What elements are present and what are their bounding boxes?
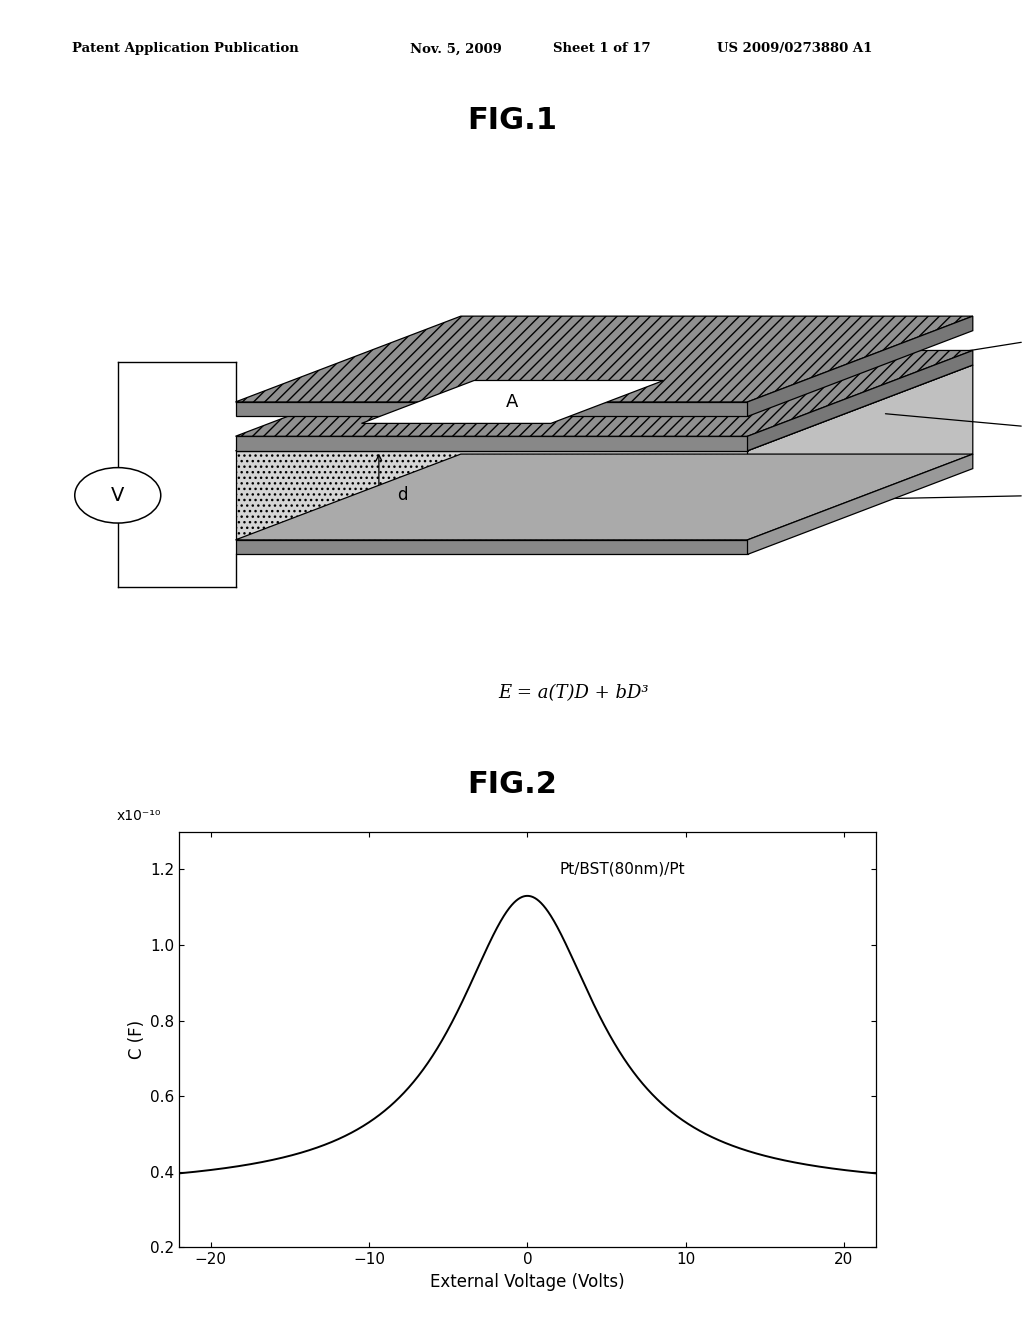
Circle shape xyxy=(75,467,161,523)
Polygon shape xyxy=(236,436,748,451)
Polygon shape xyxy=(236,401,748,417)
Y-axis label: C (F): C (F) xyxy=(128,1020,146,1059)
Polygon shape xyxy=(236,451,748,540)
Text: FIG.1: FIG.1 xyxy=(467,106,557,135)
Polygon shape xyxy=(748,351,973,451)
Text: A: A xyxy=(506,393,519,411)
Text: Sheet 1 of 17: Sheet 1 of 17 xyxy=(553,42,650,55)
Text: US 2009/0273880 A1: US 2009/0273880 A1 xyxy=(717,42,872,55)
Text: Nov. 5, 2009: Nov. 5, 2009 xyxy=(410,42,502,55)
Text: Pt/BST(80nm)/Pt: Pt/BST(80nm)/Pt xyxy=(559,862,685,876)
Text: E = a(T)D + bD³: E = a(T)D + bD³ xyxy=(498,684,649,702)
Polygon shape xyxy=(748,364,973,540)
Polygon shape xyxy=(748,454,973,554)
Polygon shape xyxy=(236,540,748,554)
Text: Patent Application Publication: Patent Application Publication xyxy=(72,42,298,55)
Polygon shape xyxy=(236,351,973,436)
Polygon shape xyxy=(748,317,973,417)
Polygon shape xyxy=(236,317,973,401)
X-axis label: External Voltage (Volts): External Voltage (Volts) xyxy=(430,1272,625,1291)
Polygon shape xyxy=(361,380,664,424)
Text: V: V xyxy=(111,486,125,504)
Text: d: d xyxy=(397,486,408,504)
Polygon shape xyxy=(236,454,973,540)
Text: FIG.2: FIG.2 xyxy=(467,770,557,799)
Text: x10⁻¹⁰: x10⁻¹⁰ xyxy=(117,809,161,824)
Polygon shape xyxy=(236,364,973,451)
